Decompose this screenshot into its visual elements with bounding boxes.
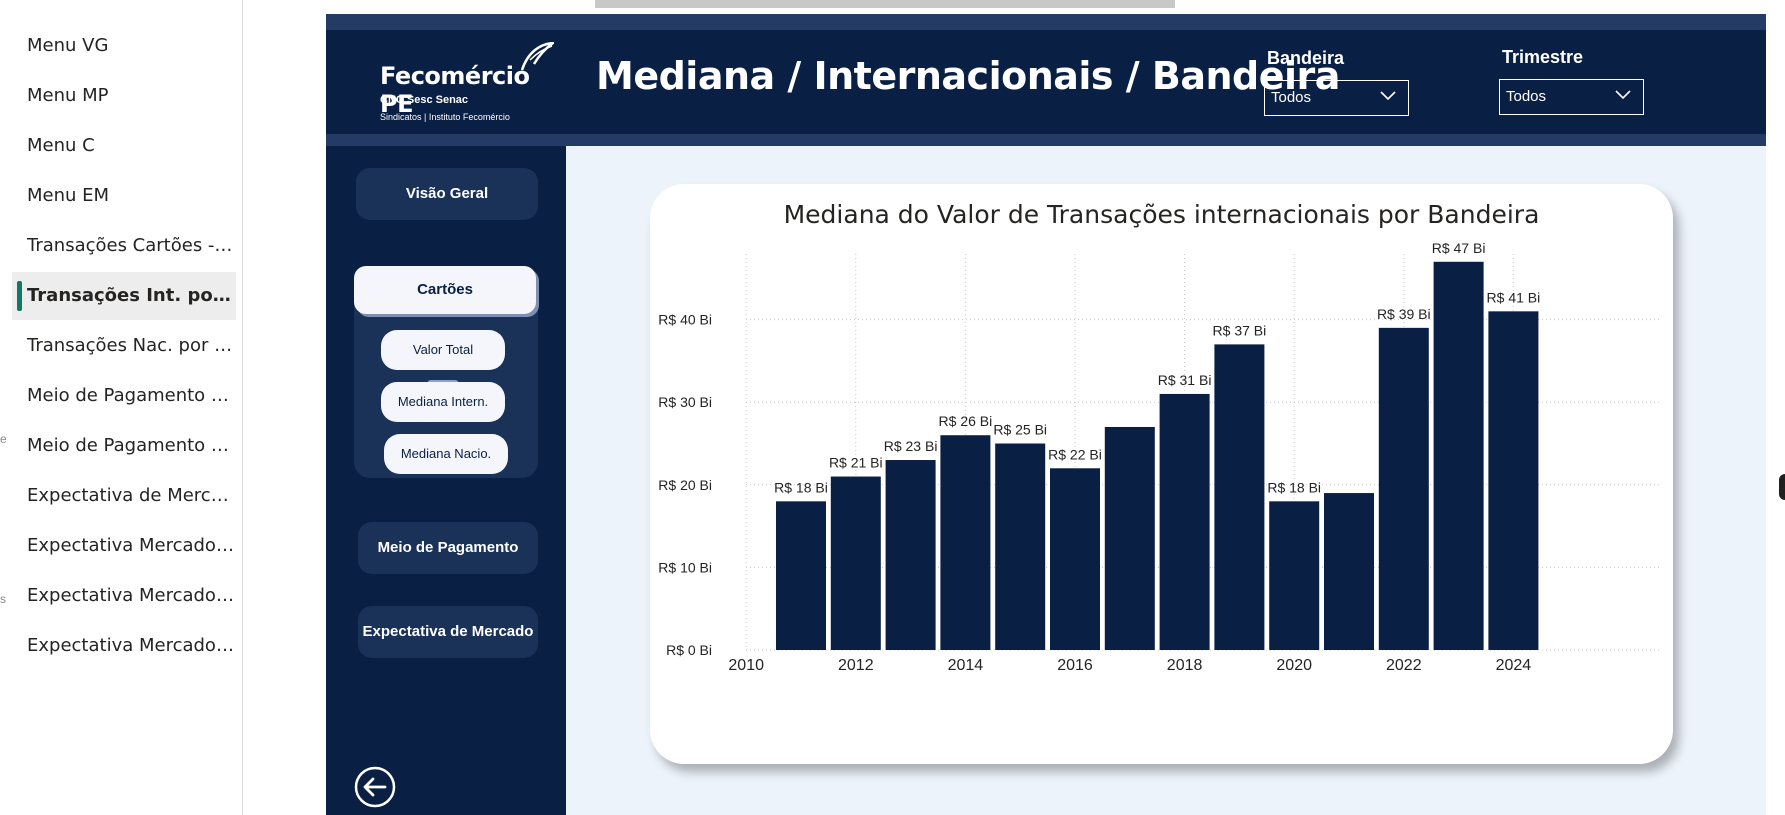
page-edge-glyph: e [0,432,7,446]
meio-de-pagamento-button[interactable]: Meio de Pagamento [358,522,538,574]
mediana-intern-button[interactable]: Mediana Intern. [381,382,505,422]
report-canvas: Fecomércio PE CNC Sesc Senac Sindicatos … [326,14,1766,815]
main-area: Mediana do Valor de Transações internaci… [566,146,1766,815]
chevron-down-icon [1380,91,1396,101]
expectativa-de-mercado-button[interactable]: Expectativa de Mercado [358,606,538,658]
page-item-expectativa-mercado-an[interactable]: Expectativa Mercado An... [27,535,236,556]
x-tick-label: 2012 [838,657,874,674]
y-tick-label: R$ 30 Bi [658,394,712,410]
bandeira-slicer[interactable]: Todos [1264,80,1409,116]
chart-title: Mediana do Valor de Transações internaci… [783,200,1540,229]
y-tick-label: R$ 0 Bi [666,642,712,658]
expand-pane-handle[interactable] [1779,474,1785,500]
y-tick-label: R$ 20 Bi [658,477,712,493]
data-label: R$ 26 Bi [939,413,993,429]
logo-sub-text: CNC Sesc Senac [380,94,469,106]
x-tick-label: 2024 [1496,657,1532,674]
trimestre-slicer[interactable]: Todos [1499,79,1644,115]
arrow-left-circle-icon[interactable] [354,766,396,808]
x-tick-label: 2022 [1386,657,1422,674]
page-item-meio-pagamento-tri[interactable]: Meio de Pagamento Tri... [27,435,236,456]
page-item-transacoes-int[interactable]: Transações Int. por Ban... [12,272,236,320]
visao-geral-button[interactable]: Visão Geral [356,168,538,220]
page-item-expectativa-mercado-selic[interactable]: Expectativa Mercado Selic [27,635,236,656]
bar [940,435,991,650]
data-label: R$ 41 Bi [1487,289,1541,305]
page-item-menu-c[interactable]: Menu C [27,135,95,156]
y-tick-label: R$ 10 Bi [658,559,712,575]
page-item-meio-pagamento-me[interactable]: Meio de Pagamento Me... [27,385,236,406]
page-item-menu-vg[interactable]: Menu VG [27,35,109,56]
bar [1214,344,1265,650]
bar [1269,501,1320,650]
bar-chart: R$ 0 Bi R$ 10 Bi R$ 20 Bi R$ 30 Bi R$ 40 Bi 2… [658,240,1660,674]
trimestre-slicer-value: Todos [1506,88,1547,105]
header-band [326,14,1766,30]
header-band [326,134,1766,146]
bar [1104,426,1155,650]
report-nav-panel: Visão Geral Cartões Valor Total Mediana … [326,146,566,815]
page-item-expectativa-mercado[interactable]: Expectativa de Mercado... [27,485,236,506]
bar [885,460,936,650]
x-tick-label: 2016 [1057,657,1093,674]
bandeira-slicer-value: Todos [1271,89,1312,106]
data-label: R$ 37 Bi [1213,322,1267,338]
fecomercio-logo: Fecomércio PE CNC Sesc Senac Sindicatos … [380,42,554,122]
data-label: R$ 18 Bi [774,479,828,495]
logo-main-text: Fecomércio PE [380,62,530,118]
pages-pane: Menu VG Menu MP Menu C Menu EM Transaçõe… [0,0,243,815]
cartoes-group: Cartões Valor Total Mediana Intern. Medi… [354,266,538,478]
bar [1378,327,1429,650]
x-tick-label: 2018 [1167,657,1203,674]
data-label: R$ 47 Bi [1432,240,1486,256]
x-tick-label: 2010 [728,657,764,674]
page-item-expectativa-mercado-tri[interactable]: Expectativa Mercado Tri... [27,585,236,606]
data-label: R$ 25 Bi [993,422,1047,438]
bandeira-slicer-label: Bandeira [1267,48,1345,68]
page-item-transacoes-nac[interactable]: Transações Nac. por Ba... [27,335,236,356]
y-tick-label: R$ 40 Bi [658,312,712,328]
horizontal-scrollbar[interactable] [595,0,1175,8]
page-item-transacoes-cartoes-total[interactable]: Transações Cartões - total [27,235,236,256]
bar [1324,493,1374,650]
bar [995,443,1046,650]
trimestre-slicer-label: Trimestre [1502,47,1584,67]
page-item-menu-em[interactable]: Menu EM [27,185,110,206]
bar [1050,468,1100,650]
bar [1159,393,1210,650]
page-edge-glyph: s [0,592,6,606]
leaf-icon [520,42,554,71]
data-label: R$ 18 Bi [1267,479,1321,495]
chart-card[interactable]: Mediana do Valor de Transações internaci… [650,184,1673,764]
chevron-down-icon [1615,90,1631,100]
mediana-nacio-button[interactable]: Mediana Nacio. [384,434,508,474]
page-title: Mediana / Internacionais / Bandeira [596,54,1340,98]
bar [1433,261,1484,650]
bar [1488,311,1539,650]
cartoes-button[interactable]: Cartões [354,266,536,314]
bar [776,501,826,650]
x-tick-label: 2014 [948,657,984,674]
logo-sub2-text: Sindicatos | Instituto Fecomércio [380,112,510,122]
data-label: R$ 31 Bi [1158,372,1212,388]
data-label: R$ 23 Bi [884,438,938,454]
data-label: R$ 22 Bi [1048,446,1102,462]
valor-total-button[interactable]: Valor Total [381,330,505,370]
data-label: R$ 39 Bi [1377,306,1431,322]
data-label: R$ 21 Bi [829,455,883,471]
bar [830,476,881,650]
x-tick-label: 2020 [1276,657,1312,674]
page-item-menu-mp[interactable]: Menu MP [27,85,109,106]
